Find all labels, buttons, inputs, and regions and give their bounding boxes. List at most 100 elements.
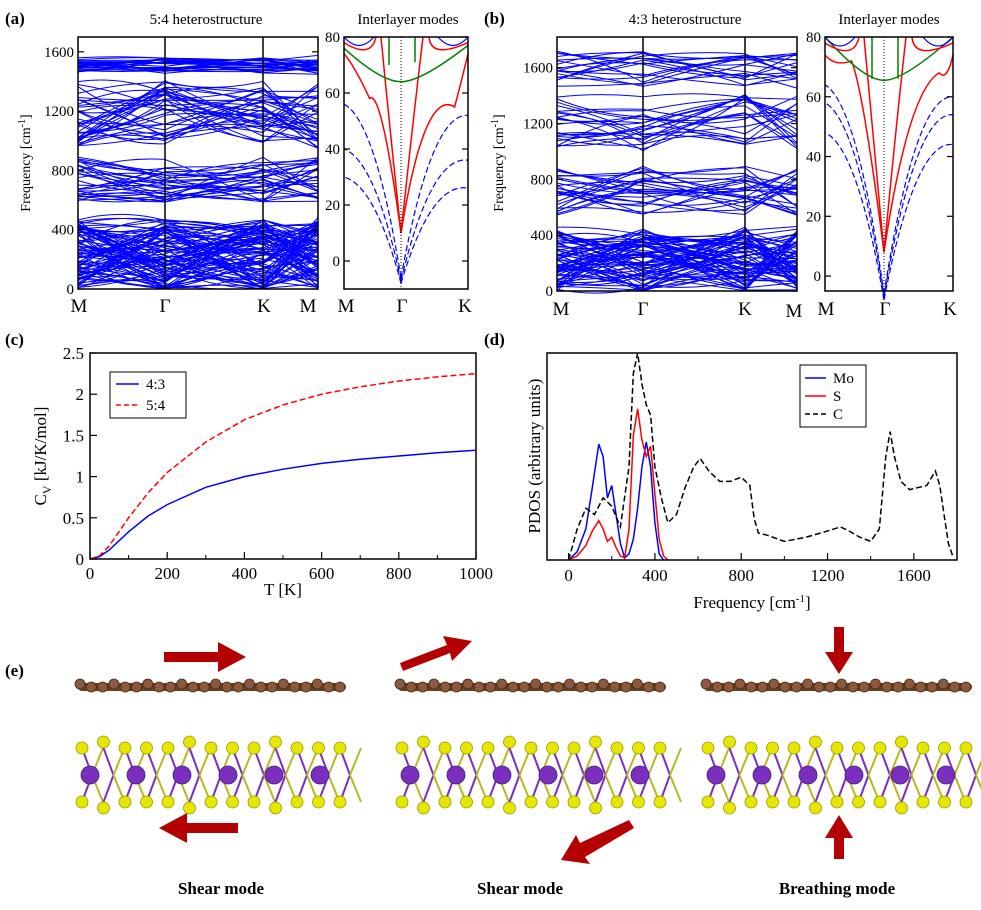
sulfur-atom: [460, 741, 473, 755]
mo-s-bond: [102, 747, 115, 776]
panel-b-interlayer-upper-3: [824, 36, 856, 47]
sulfur-atom: [809, 735, 822, 749]
carbon-atom: [462, 678, 474, 690]
panel-b-interlayer-yticks: 0 20 40 60 80: [806, 30, 953, 285]
carbon-atom: [711, 681, 723, 693]
sulfur-atom: [895, 801, 908, 815]
sulfur-atom: [916, 741, 930, 755]
sulfur-atom: [290, 795, 304, 809]
carbon-atom: [153, 681, 165, 693]
panel-c-yticklabel-2: 1: [76, 468, 85, 487]
sulfur-atom: [417, 801, 430, 815]
panel-b-xtick-gamma: Γ: [638, 299, 649, 320]
panel-b-band-89: [556, 200, 798, 213]
carbon-atom: [439, 681, 451, 693]
panel-c-yticklabel-5: 2.5: [63, 344, 84, 363]
mo-s-bond: [274, 747, 287, 776]
panel-label-e: (e): [5, 661, 24, 680]
panel-b-acoustic-l-1: [556, 263, 644, 292]
structure-3: [700, 678, 981, 815]
breathing-arrow-bottom: [825, 815, 853, 859]
panel-a-interlayer-bands: [343, 36, 469, 284]
mo-s-bond: [422, 747, 435, 776]
sulfur-atom: [916, 795, 930, 809]
panel-e-arrows: [159, 627, 853, 864]
panel-b-interlayer-optical-l-1: [824, 54, 885, 253]
panel-a-interlayer-frame: [343, 36, 469, 290]
panel-a-y-ticklabel-4: 1600: [44, 45, 74, 61]
molybdenum-atom: [446, 765, 466, 785]
shear-arrow-bottom-1: [159, 813, 238, 843]
panel-a-ylabel: Frequency [cm-1]: [17, 114, 34, 211]
sulfur-atom: [97, 801, 110, 815]
panel-b-title: 4:3 heterostructure: [629, 12, 742, 28]
carbon-atom: [451, 681, 462, 693]
sulfur-atom: [938, 795, 951, 809]
s-mo-bond: [349, 774, 362, 803]
panel-c-xticklabel-0: 0: [86, 564, 95, 583]
panel-a-acoustic-r-1: [164, 257, 264, 290]
sulfur-atom: [632, 741, 645, 755]
panel-b-acoustic-r-2: [642, 251, 746, 292]
panel-d-series: [567, 352, 954, 561]
sulfur-atom: [895, 735, 908, 749]
panel-b-interlayer-acoustic-r-2: [883, 96, 954, 295]
panel-c-xticklabel-2: 400: [232, 564, 258, 583]
sulfur-atom: [830, 795, 844, 809]
panel-a-interlayer-acoustic-l-1: [343, 148, 402, 281]
panel-d-series-c: [567, 352, 954, 561]
carbon-atom: [311, 678, 323, 690]
carbon-atom: [334, 681, 346, 693]
panel-a-interlayer-optical-l-2: [380, 36, 402, 234]
mo-s-bond: [728, 774, 741, 803]
sulfur-atom: [183, 801, 196, 815]
carbon-atom: [221, 681, 233, 693]
panel-d-legend-label-c: C: [833, 407, 843, 423]
panel-a-y-ticklabel-2: 800: [52, 163, 75, 179]
sulfur-atom: [524, 741, 538, 755]
sulfur-atom: [269, 801, 282, 815]
mo-s-bond: [594, 747, 607, 776]
panel-b-acoustic-r-0: [642, 270, 746, 292]
panel-a-xtick-gamma: Γ: [160, 296, 171, 317]
panel-a-yticks: 0 400 800 1200 1600: [44, 45, 318, 298]
carbon-atom: [836, 678, 847, 690]
panel-a-y-ticklabel-0: 0: [67, 282, 75, 298]
carbon-atom: [394, 678, 406, 690]
panel-c-legend-label-54: 5:4: [146, 398, 166, 414]
carbon-atom: [858, 681, 870, 693]
panel-b-interlayer-optical-r-2: [883, 36, 907, 253]
sulfur-atom: [269, 735, 282, 749]
carbon-atom: [530, 678, 541, 690]
sulfur-atom: [247, 741, 261, 755]
sulfur-atom: [183, 735, 196, 749]
mo-s-bond: [508, 747, 521, 776]
carbon-atom: [768, 678, 780, 690]
molybdenum-atom: [80, 765, 100, 785]
panel-c-xticklabel-1: 200: [154, 564, 180, 583]
panel-b-y-ticklabel-1: 400: [531, 228, 554, 244]
panel-a-acoustic-l-0: [77, 270, 166, 290]
carbon-atom: [198, 681, 210, 693]
panel-b-interlayer-optical-r-1: [883, 54, 954, 253]
mo-s-bond: [102, 774, 115, 803]
panel-c-xticklabel-4: 800: [386, 564, 412, 583]
carbon-atom: [85, 681, 97, 693]
sulfur-atom: [653, 795, 667, 809]
carbon-atom: [904, 678, 915, 690]
mo-s-bond: [728, 747, 741, 776]
carbon-atom: [620, 681, 632, 693]
panel-b-interlayer-upper-2: [911, 36, 954, 52]
carbon-atom: [244, 678, 255, 690]
sulfur-atom: [766, 741, 779, 755]
panel-a-interlayer-breathing-branch: [343, 44, 469, 83]
carbon-atom: [926, 681, 938, 693]
sulfur-atom: [959, 795, 973, 809]
sulfur-atom: [290, 741, 304, 755]
sulfur-atom: [852, 795, 865, 809]
panel-b-interlayer-bands: [824, 36, 954, 301]
sulfur-atom: [333, 741, 347, 755]
carbon-atom: [541, 681, 553, 693]
panel-c-legend-box: [109, 371, 187, 419]
sulfur-atom: [395, 795, 409, 809]
